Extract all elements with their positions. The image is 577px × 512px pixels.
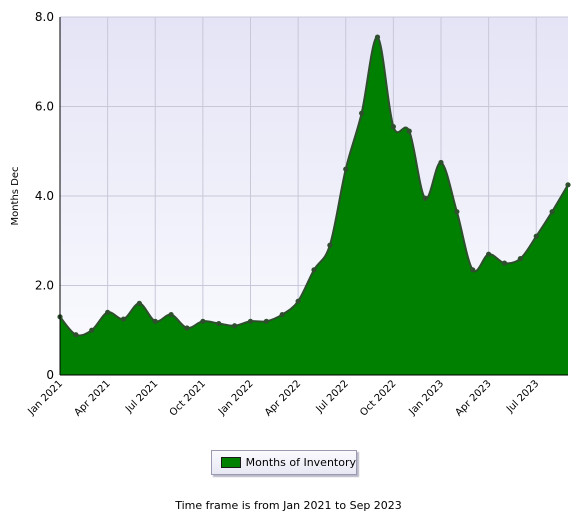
timeframe-caption: Time frame is from Jan 2021 to Sep 2023 [175,499,402,512]
x-tick-label: Oct 2021 [168,378,208,418]
area-fill [60,37,568,375]
x-tick-label: Apr 2023 [453,378,493,418]
data-point [501,260,508,266]
data-point [343,166,349,172]
data-point [327,242,333,248]
data-point [184,325,190,331]
data-point [136,300,142,306]
y-tick-label: 4.0 [35,189,54,203]
x-tick-label: Jul 2022 [314,378,351,415]
data-point [359,110,365,116]
y-tick-label: 6.0 [35,100,54,114]
x-tick-label: Oct 2022 [358,378,398,418]
data-point [247,318,254,324]
data-point [406,128,412,134]
data-point [422,195,428,201]
data-point [565,182,571,188]
data-point [216,320,222,327]
chart: 02.04.06.08.0 Jan 2021 Apr 2021 Jul 2021 Oc… [10,10,571,419]
data-point [295,298,301,304]
data-point [200,318,206,324]
data-point [263,318,269,324]
data-point [73,332,79,338]
data-point [152,318,158,324]
data-point [232,323,238,329]
axes [59,17,568,376]
x-tick-label: Apr 2021 [72,378,112,418]
legend: Months of Inventory [211,450,357,475]
data-points [57,34,571,338]
data-point [533,233,539,239]
data-point [486,251,492,257]
y-tick-label: 8.0 [35,10,54,24]
data-point [470,267,476,273]
legend-label: Months of Inventory [245,456,356,469]
data-point [89,327,95,333]
data-point [390,124,396,130]
x-tick-label: Jan 2021 [25,378,65,418]
y-tick-label: 2.0 [35,279,54,293]
data-point [168,311,174,318]
x-tick-label: Jul 2021 [123,378,160,415]
data-point [311,267,317,273]
data-point [438,159,444,166]
data-point [549,209,555,215]
legend-swatch [221,457,241,468]
data-point [374,34,381,40]
x-tick-label: Apr 2022 [263,378,303,418]
data-point [517,256,523,262]
data-point [105,309,111,315]
y-tick-label: 0 [46,368,54,382]
x-tick-label: Jan 2023 [406,378,446,418]
x-tick-label: Jul 2023 [504,378,541,415]
data-point [454,209,460,215]
y-axis-title: Months Dec [10,166,21,225]
x-tick-label: Jan 2022 [216,378,256,418]
x-tick-labels: Jan 2021 Apr 2021 Jul 2021 Oct 2021 Jan 2022… [25,378,541,418]
data-point [279,311,285,318]
series-line [59,36,569,337]
y-tick-labels: 0 2.0 4.0 6.0 8.0 [35,10,54,382]
data-point [120,316,127,322]
